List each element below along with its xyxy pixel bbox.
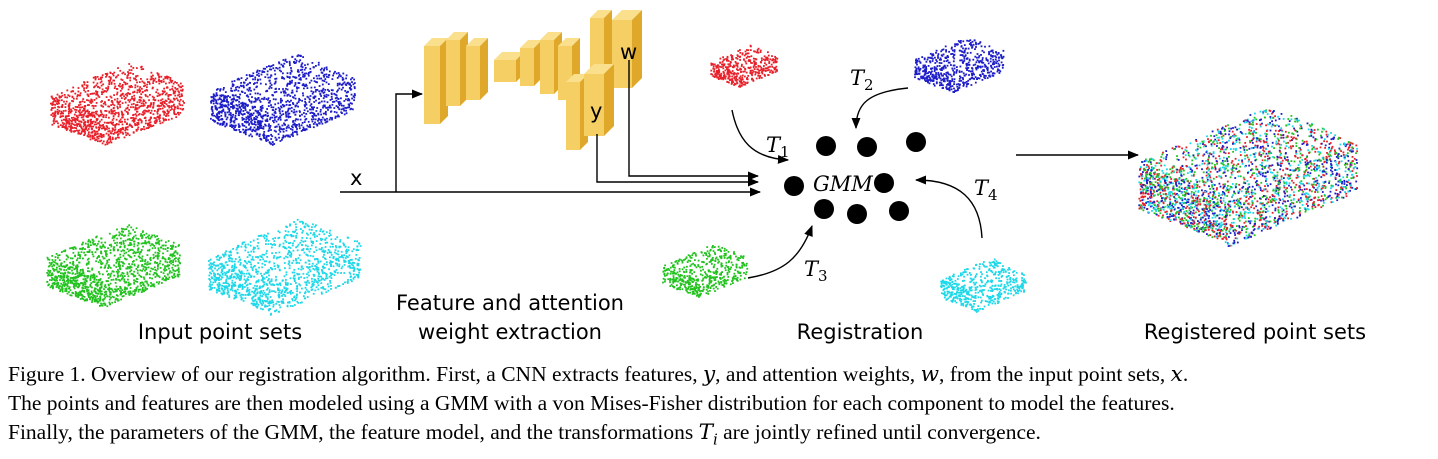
registered-point-sets-cloud (1138, 109, 1359, 247)
gmm-component (847, 204, 867, 224)
green-input-cloud (46, 224, 181, 308)
cnn-layer-block (520, 40, 542, 86)
cnn-layer-block (424, 38, 448, 124)
registration-label: Registration (796, 320, 924, 344)
cnn-layer-block (494, 52, 524, 82)
blue-registration-cloud (914, 39, 1005, 93)
cnn-layer-block (466, 38, 488, 100)
registered-label: Registered point sets (1143, 320, 1367, 344)
gmm-component (784, 176, 804, 196)
caption-line-2: The points and features are then modeled… (8, 391, 1175, 415)
gmm-component (816, 136, 836, 156)
input-label: Input point sets (137, 320, 303, 344)
gmm-component (857, 137, 877, 157)
gmm-component (814, 199, 834, 219)
cnn-layer-block (446, 32, 468, 106)
feature-label-line2: weight extraction (418, 320, 602, 344)
t1-label: T1 (766, 133, 790, 161)
x-label: x (350, 166, 362, 190)
gmm-component (874, 173, 894, 193)
y-label: y (590, 99, 602, 123)
cyan-input-cloud (208, 218, 362, 316)
gmm-component (889, 201, 909, 221)
cnn-layer-block (612, 10, 642, 88)
t2-label: T2 (850, 66, 874, 94)
gmm-label: GMM (813, 172, 873, 196)
red-registration-cloud (710, 44, 779, 88)
figure-caption: Figure 1. Overview of our registration a… (8, 360, 1432, 454)
feature-label-line1: Feature and attention (395, 291, 624, 315)
red-input-cloud (50, 63, 185, 146)
cnn-layer-block (584, 64, 614, 136)
green-registration-cloud (662, 245, 749, 298)
w-label: w (620, 40, 637, 64)
cyan-registration-cloud (940, 258, 1027, 313)
network-arrows (340, 60, 1140, 279)
caption-line-3: Finally, the parameters of the GMM, the … (8, 420, 1041, 449)
cnn-network (424, 10, 642, 150)
t3-label: T3 (804, 257, 828, 285)
gmm-components (784, 132, 926, 224)
gmm-component (906, 132, 926, 152)
blue-input-cloud (210, 54, 356, 146)
t4-label: T4 (974, 176, 998, 204)
overview-figure: GMM x y w T1 T2 T3 T4 (46, 10, 1359, 316)
caption-line-1: Figure 1. Overview of our registration a… (8, 362, 1189, 387)
